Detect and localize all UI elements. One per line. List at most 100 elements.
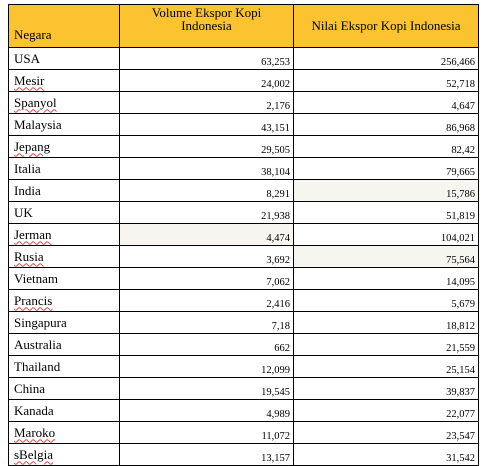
country-name: Singapura: [14, 314, 67, 330]
table-row: Vietnam 7,062 14,095: [8, 267, 479, 290]
country-name: Rusia: [14, 248, 44, 264]
volume-cell: 29,505: [119, 135, 294, 158]
country-cell: Spanyol: [8, 91, 120, 114]
table-row: sBelgia 13,157 31,542: [8, 443, 479, 466]
country-cell: Mesir: [8, 69, 120, 92]
table-row: Thailand 12,099 25,154: [8, 355, 479, 378]
volume-cell: 7,062: [119, 267, 294, 290]
volume-cell: 3,692: [119, 245, 294, 268]
volume-cell: 12,099: [119, 355, 294, 378]
table-row: Jepang 29,505 82,42: [8, 135, 479, 158]
country-cell: USA: [8, 47, 120, 70]
country-name: Malaysia: [14, 116, 62, 132]
country-name: Mesir: [14, 72, 45, 88]
country-name: China: [14, 380, 46, 396]
value-cell: 52,718: [293, 69, 479, 92]
table-row: Spanyol 2,176 4,647: [8, 91, 479, 114]
table-row: Kanada 4,989 22,077: [8, 399, 479, 422]
value-cell: 82,42: [293, 135, 479, 158]
country-name: Jerman: [14, 226, 52, 242]
country-cell: Jepang: [8, 135, 120, 158]
volume-cell: 4,989: [119, 399, 294, 422]
header-row: Negara Volume Ekspor Kopi Indonesia Nila…: [8, 4, 479, 48]
country-name: Prancis: [14, 292, 53, 308]
country-cell: Jerman: [8, 223, 120, 246]
volume-cell: 43,151: [119, 113, 294, 136]
country-name: Thailand: [14, 358, 61, 374]
table-body: USA 63,253 256,466 Mesir 24,002 52,718 Spanyol…: [8, 47, 479, 466]
volume-cell: 11,072: [119, 421, 294, 444]
value-cell: 25,154: [293, 355, 479, 378]
country-name: UK: [14, 204, 33, 220]
volume-cell: 38,104: [119, 157, 294, 180]
table-row: Italia 38,104 79,665: [8, 157, 479, 180]
country-cell: sBelgia: [8, 443, 120, 466]
volume-cell: 19,545: [119, 377, 294, 400]
value-cell: 4,647: [293, 91, 479, 114]
country-cell: Italia: [8, 157, 120, 180]
country-cell: Thailand: [8, 355, 120, 378]
country-name: sBelgia: [14, 446, 53, 462]
value-cell: 18,812: [293, 311, 479, 334]
volume-cell: 4,474: [119, 223, 294, 246]
value-cell: 23,547: [293, 421, 479, 444]
value-cell: 104,021: [293, 223, 479, 246]
country-cell: UK: [8, 201, 120, 224]
country-name: Spanyol: [14, 94, 57, 110]
country-cell: Singapura: [8, 311, 120, 334]
volume-cell: 63,253: [119, 47, 294, 70]
table-row: USA 63,253 256,466: [8, 47, 479, 70]
coffee-export-table: Negara Volume Ekspor Kopi Indonesia Nila…: [8, 4, 479, 466]
value-cell: 79,665: [293, 157, 479, 180]
export-table-container: Negara Volume Ekspor Kopi Indonesia Nila…: [8, 4, 479, 466]
value-cell: 5,679: [293, 289, 479, 312]
header-volume: Volume Ekspor Kopi Indonesia: [119, 4, 294, 48]
table-row: Prancis 2,416 5,679: [8, 289, 479, 312]
country-cell: India: [8, 179, 120, 202]
country-cell: Maroko: [8, 421, 120, 444]
value-cell: 75,564: [293, 245, 479, 268]
country-name: Maroko: [14, 424, 56, 440]
volume-cell: 2,176: [119, 91, 294, 114]
value-cell: 21,559: [293, 333, 479, 356]
value-cell: 14,095: [293, 267, 479, 290]
table-row: Jerman 4,474 104,021: [8, 223, 479, 246]
table-row: India 8,291 15,786: [8, 179, 479, 202]
volume-cell: 21,938: [119, 201, 294, 224]
country-cell: Prancis: [8, 289, 120, 312]
country-cell: Kanada: [8, 399, 120, 422]
country-name: Jepang: [14, 138, 51, 154]
value-cell: 39,837: [293, 377, 479, 400]
volume-cell: 662: [119, 333, 294, 356]
volume-cell: 8,291: [119, 179, 294, 202]
country-name: Vietnam: [14, 270, 58, 286]
table-row: Singapura 7,18 18,812: [8, 311, 479, 334]
country-name: India: [14, 182, 41, 198]
country-name: Australia: [14, 336, 62, 352]
country-cell: China: [8, 377, 120, 400]
country-cell: Vietnam: [8, 267, 120, 290]
table-row: Rusia 3,692 75,564: [8, 245, 479, 268]
country-name: Italia: [14, 160, 41, 176]
country-cell: Rusia: [8, 245, 120, 268]
value-cell: 22,077: [293, 399, 479, 422]
value-cell: 51,819: [293, 201, 479, 224]
table-row: Australia 662 21,559: [8, 333, 479, 356]
table-row: Malaysia 43,151 86,968: [8, 113, 479, 136]
table-row: UK 21,938 51,819: [8, 201, 479, 224]
value-cell: 15,786: [293, 179, 479, 202]
header-volume-line2: Indonesia: [181, 18, 232, 33]
value-cell: 86,968: [293, 113, 479, 136]
country-name: USA: [14, 50, 41, 66]
country-cell: Malaysia: [8, 113, 120, 136]
country-name: Kanada: [14, 402, 54, 418]
value-cell: 256,466: [293, 47, 479, 70]
volume-cell: 13,157: [119, 443, 294, 466]
table-row: Maroko 11,072 23,547: [8, 421, 479, 444]
header-volume-line1: Volume Ekspor Kopi: [151, 5, 262, 20]
volume-cell: 24,002: [119, 69, 294, 92]
table-row: Mesir 24,002 52,718: [8, 69, 479, 92]
table-row: China 19,545 39,837: [8, 377, 479, 400]
country-cell: Australia: [8, 333, 120, 356]
volume-cell: 7,18: [119, 311, 294, 334]
